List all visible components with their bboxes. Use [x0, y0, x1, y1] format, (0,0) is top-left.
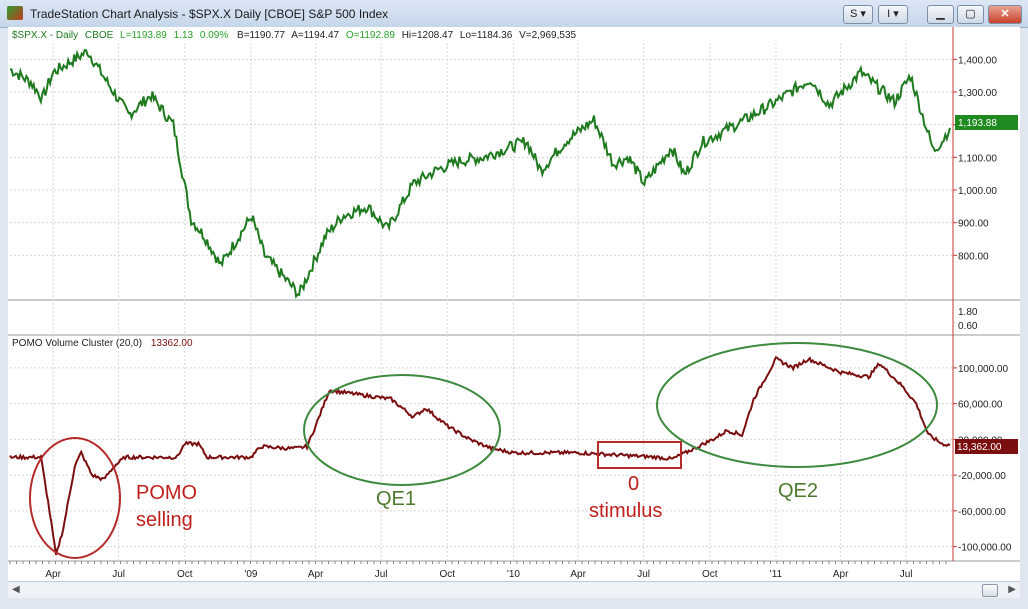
price-low: Lo=1184.36 — [460, 30, 513, 41]
x-tick-label: Oct — [439, 569, 455, 580]
pomo-y-tick-label: -60,000.00 — [958, 507, 1006, 518]
price-bid: B=1190.77 — [237, 30, 285, 41]
window-titlebar: TradeStation Chart Analysis - $SPX.X Dai… — [0, 0, 1028, 28]
scroll-thumb[interactable] — [982, 584, 998, 597]
price-y-tick-label: 800.00 — [958, 251, 989, 262]
separator-label-1: 1.80 — [958, 307, 978, 318]
price-exchange: CBOE — [85, 30, 114, 41]
price-header: $SPX.X - Daily CBOE L=1193.89 1.13 0.09%… — [12, 30, 577, 41]
price-y-tick-label: 1,000.00 — [958, 186, 997, 197]
horizontal-scrollbar[interactable]: ◀ ▶ — [8, 581, 1020, 598]
annotation-selling: selling — [136, 509, 193, 531]
price-pct: 0.09% — [200, 30, 228, 41]
pomo-series-line — [9, 356, 951, 556]
x-tick-label: Oct — [177, 569, 193, 580]
scroll-right-arrow-icon[interactable]: ▶ — [1008, 584, 1016, 595]
tradestation-app-icon — [7, 6, 23, 20]
price-change: 1.13 — [174, 30, 194, 41]
price-series-line — [9, 48, 951, 299]
annotation-qe1: QE1 — [376, 488, 416, 510]
price-y-tick-label: 900.00 — [958, 219, 989, 230]
price-open: O=1192.89 — [346, 30, 395, 41]
pomo-y-tick-label: -20,000.00 — [958, 471, 1006, 482]
style-s-button[interactable]: S ▾ — [843, 5, 873, 24]
price-high: Hi=1208.47 — [402, 30, 454, 41]
price-ask: A=1194.47 — [291, 30, 339, 41]
maximize-button[interactable]: ▢ — [957, 5, 984, 24]
pomo-y-tick-label: -100,000.00 — [958, 543, 1012, 554]
pomo-value: 13362.00 — [151, 338, 193, 349]
x-tick-label: Jul — [112, 569, 125, 580]
qe2-ellipse — [656, 342, 938, 468]
price-volume: V=2,969,535 — [519, 30, 576, 41]
x-tick-label: Jul — [637, 569, 650, 580]
x-tick-label: Apr — [45, 569, 61, 580]
x-tick-label: Oct — [702, 569, 718, 580]
scroll-left-arrow-icon[interactable]: ◀ — [12, 584, 20, 595]
price-symbol: $SPX.X - Daily — [12, 30, 78, 41]
x-tick-label: Apr — [570, 569, 586, 580]
separator-label-2: 0.60 — [958, 321, 978, 332]
pomo-header: POMO Volume Cluster (20,0) 13362.00 — [12, 338, 193, 349]
pomo-y-tick-label: 100,000.00 — [958, 364, 1008, 375]
pomo-name: POMO Volume Cluster (20,0) — [12, 338, 142, 349]
price-y-tick-label: 1,100.00 — [958, 153, 997, 164]
pomo-selling-ellipse — [29, 437, 121, 559]
style-s-label: S — [850, 8, 858, 20]
pomo-y-tick-label: 60,000.00 — [958, 400, 1003, 411]
indicator-i-button[interactable]: I ▾ — [878, 5, 908, 24]
price-last-value-tag: 1,193.88 — [955, 115, 1018, 130]
annotation-qe2: QE2 — [778, 480, 818, 502]
minimize-button[interactable]: ▁ — [927, 5, 954, 24]
x-tick-label: Apr — [833, 569, 849, 580]
x-tick-label: '11 — [770, 569, 783, 580]
price-last: L=1193.89 — [120, 30, 167, 41]
price-last-value-label: 1,193.88 — [958, 118, 997, 129]
series-lines — [9, 48, 951, 556]
chart-svg[interactable]: $SPX.X - Daily CBOE L=1193.89 1.13 0.09%… — [8, 27, 1020, 581]
x-tick-label: '09 — [244, 569, 257, 580]
indicator-i-label: I — [887, 8, 891, 20]
window-title: TradeStation Chart Analysis - $SPX.X Dai… — [30, 7, 389, 21]
x-tick-label: Jul — [375, 569, 388, 580]
price-y-tick-label: 1,400.00 — [958, 55, 997, 66]
x-tick-label: Apr — [308, 569, 324, 580]
qe1-ellipse — [303, 374, 501, 486]
x-tick-label: Jul — [900, 569, 913, 580]
close-button[interactable]: ✕ — [988, 5, 1022, 24]
zero-stimulus-box — [597, 441, 682, 469]
annotation-stimulus: stimulus — [589, 500, 662, 522]
grid-lines — [8, 27, 1020, 562]
pomo-last-value-tag: 13,362.00 — [955, 439, 1018, 454]
x-tick-label: '10 — [507, 569, 520, 580]
annotation-zero: 0 — [628, 473, 639, 495]
pomo-last-value-label: 13,362.00 — [957, 442, 1002, 453]
annotation-pomo: POMO — [136, 482, 197, 504]
price-y-tick-label: 1,300.00 — [958, 88, 997, 99]
chart-area[interactable]: $SPX.X - Daily CBOE L=1193.89 1.13 0.09%… — [8, 27, 1020, 581]
